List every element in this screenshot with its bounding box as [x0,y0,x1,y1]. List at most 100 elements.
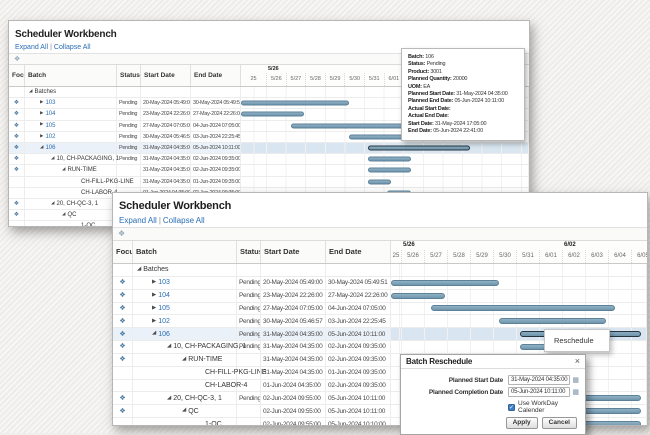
expand-icon[interactable]: ◢ [62,211,66,217]
expand-icon[interactable]: ◢ [40,144,44,150]
focus-icon[interactable]: ❖ [13,132,20,140]
gantt-bar[interactable] [391,279,499,286]
expand-icon[interactable]: ◢ [29,88,33,94]
focus-icon[interactable]: ❖ [119,291,126,300]
expand-icon[interactable]: ▶ [152,279,157,286]
focus-icon[interactable]: ❖ [13,121,20,129]
focus-icon[interactable]: ❖ [13,155,20,163]
gantt-table-row[interactable]: ❖ ◢ 106 Pending 31-May-2024 04:35:00 05-… [113,328,647,342]
focus-icon[interactable]: ❖ [119,278,126,287]
gantt-bar[interactable] [367,145,471,151]
date-picker-icon[interactable]: ▦ [572,375,579,384]
batch-label[interactable]: 105 [45,122,56,129]
focus-icon[interactable]: ❖ [13,166,20,174]
expand-icon[interactable]: ◢ [137,266,142,273]
gantt-table-row[interactable]: ❖ ▶ 102 Pending 30-May-2024 05:46:57 03-… [113,315,647,329]
gantt-table-row[interactable]: ❖ ▶ 104 Pending 23-May-2024 22:26:00 27-… [113,289,647,303]
gantt-table-row[interactable]: ◢ Batches [113,264,647,277]
gantt-bar[interactable] [241,100,350,106]
cancel-button[interactable]: Cancel [541,417,577,429]
focus-icon[interactable]: ❖ [13,110,20,118]
gantt-table-row[interactable]: ❖ ▶ 105 Pending 27-May-2024 07:05:00 04-… [9,120,529,132]
focus-icon[interactable]: ❖ [13,99,20,107]
expand-icon[interactable]: ▶ [40,133,44,139]
expand-all-link[interactable]: Expand All [119,216,157,225]
gantt-table-row[interactable]: ❖ ▶ 103 Pending 20-May-2024 05:49:00 30-… [113,276,647,290]
column-header-focus[interactable]: Focus [113,241,133,263]
gantt-table-row[interactable]: ❖ ◢ RUN-TIME 31-May-2024 04:35:00 02-Jun… [9,165,529,177]
batch-label[interactable]: 106 [45,145,56,152]
batch-label[interactable]: 102 [45,133,56,140]
expand-icon[interactable]: ◢ [182,356,187,363]
gantt-table-row[interactable]: ❖ ◢ 106 Pending 31-May-2024 04:35:00 05-… [9,142,529,155]
focus-icon[interactable]: ❖ [13,199,20,207]
focus-tool-icon[interactable]: ❖ [14,54,21,63]
gantt-table-row[interactable]: ❖ ◢ 10, CH-PACKAGING, 1 Pending 31-May-2… [9,154,529,166]
focus-tool-icon[interactable]: ❖ [118,229,126,238]
gantt-bar[interactable] [498,318,607,325]
gantt-bar[interactable] [367,179,392,185]
planned-start-date-input[interactable]: 31-May-2024 04:35:00 [508,375,571,385]
column-header-status[interactable]: Status [117,65,141,86]
expand-icon[interactable]: ▶ [40,100,44,106]
column-header-end-date[interactable]: End Date [191,65,241,86]
column-header-end-date[interactable]: End Date [326,241,391,263]
expand-all-link[interactable]: Expand All [15,44,49,51]
gantt-table-row[interactable]: ❖ ▶ 103 Pending 20-May-2024 05:49:00 30-… [9,98,529,110]
column-header-start-date[interactable]: Start Date [261,241,326,263]
batch-label[interactable]: 103 [158,279,170,287]
collapse-all-link[interactable]: Collapse All [53,44,91,51]
collapse-all-link[interactable]: Collapse All [162,216,205,225]
expand-icon[interactable]: ◢ [182,407,187,414]
expand-icon[interactable]: ◢ [62,167,66,173]
column-header-status[interactable]: Status [237,241,261,263]
column-header-batch[interactable]: Batch [133,241,237,263]
gantt-table-row[interactable]: ❖ ▶ 102 Pending 30-May-2024 05:46:57 03-… [9,131,529,143]
expand-icon[interactable]: ◢ [167,343,172,350]
expand-icon[interactable]: ◢ [152,330,157,337]
expand-icon[interactable]: ◢ [51,155,55,161]
gantt-table-row[interactable]: ◢ Batches [9,87,529,99]
gantt-bar[interactable] [367,156,412,162]
focus-icon[interactable]: ❖ [119,393,126,402]
focus-icon[interactable]: ❖ [119,355,126,364]
expand-icon[interactable]: ◢ [51,200,55,206]
focus-icon[interactable]: ❖ [119,329,126,338]
planned-completion-date-input[interactable]: 05-Jun-2024 10:11:00 [508,387,571,397]
expand-icon[interactable]: ▶ [152,304,157,311]
focus-icon[interactable]: ❖ [119,406,126,415]
expand-icon[interactable]: ▶ [152,317,157,324]
expand-icon[interactable]: ▶ [40,111,44,117]
scheduler-workbench-window-front[interactable]: Scheduler Workbench Expand All | Collapse … [112,192,648,435]
batch-label[interactable]: 105 [158,304,170,312]
batch-label[interactable]: 102 [158,317,170,325]
use-workday-calendar-checkbox[interactable]: ✓ [508,403,515,411]
expand-icon[interactable]: ◢ [167,394,172,401]
batch-label[interactable]: 104 [45,111,56,118]
gantt-bar[interactable] [391,292,446,299]
date-picker-icon[interactable]: ▦ [572,387,579,396]
gantt-bar[interactable] [241,111,304,117]
focus-icon[interactable]: ❖ [13,211,20,219]
focus-icon[interactable]: ❖ [119,303,126,312]
close-icon[interactable]: × [574,356,580,366]
column-header-focus[interactable]: Focus [9,65,25,86]
column-header-batch[interactable]: Batch [25,65,117,86]
focus-icon[interactable]: ❖ [13,144,20,152]
column-header-start-date[interactable]: Start Date [141,65,191,86]
expand-icon[interactable]: ▶ [152,291,157,298]
batch-label[interactable]: 106 [158,330,170,338]
focus-icon[interactable]: ❖ [119,342,126,351]
gantt-table-row[interactable]: ❖ ▶ 104 Pending 23-May-2024 22:26:00 27-… [9,109,529,121]
reschedule-menu-item[interactable]: Reschedule [544,329,610,352]
batch-label[interactable]: 104 [158,292,170,300]
gantt-table-row[interactable]: ❖ ▶ 105 Pending 27-May-2024 07:05:00 04-… [113,302,647,316]
gantt-bar[interactable] [430,305,615,312]
gantt-table-row[interactable]: ❖ ◢ 10, CH-PACKAGING, 1 Pending 31-May-2… [113,341,647,354]
gantt-bar[interactable] [367,167,412,173]
apply-button[interactable]: Apply [505,417,538,429]
focus-icon[interactable]: ❖ [119,316,126,325]
gantt-table-row[interactable]: CH-FILL-PKG-LINE 31-May-2024 04:35:00 01… [9,176,529,188]
expand-icon[interactable]: ▶ [40,122,44,128]
batch-label[interactable]: 103 [45,100,56,107]
